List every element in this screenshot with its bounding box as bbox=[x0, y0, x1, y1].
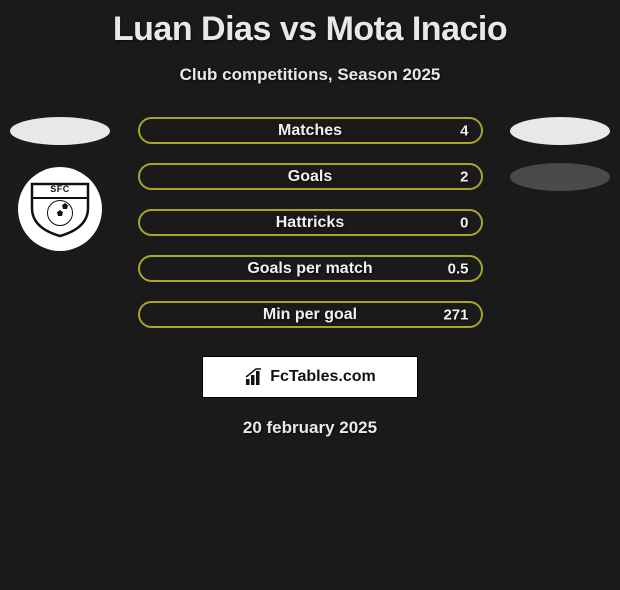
stat-label: Goals per match bbox=[247, 260, 372, 278]
bar-chart-icon bbox=[244, 367, 264, 387]
brand-text: FcTables.com bbox=[270, 368, 376, 386]
right-placeholder-oval-1 bbox=[510, 117, 610, 145]
stat-label: Hattricks bbox=[276, 214, 344, 232]
stat-label: Goals bbox=[288, 168, 332, 186]
page-title: Luan Dias vs Mota Inacio bbox=[0, 10, 620, 49]
badge-text: SFC bbox=[50, 184, 70, 194]
comparison-content: SFC Matches 4 Goals 2 Hattricks 0 Goals per ma… bbox=[0, 117, 620, 328]
stat-row: Hattricks 0 bbox=[138, 209, 483, 236]
date-text: 20 february 2025 bbox=[0, 418, 620, 438]
soccer-ball-icon bbox=[47, 200, 73, 226]
left-badge-column: SFC bbox=[10, 117, 110, 251]
stat-label: Min per goal bbox=[263, 306, 357, 324]
stat-row: Min per goal 271 bbox=[138, 301, 483, 328]
stat-value: 0.5 bbox=[448, 260, 469, 277]
stat-rows-container: Matches 4 Goals 2 Hattricks 0 Goals per match 0… bbox=[138, 117, 483, 328]
badge-graphic: SFC bbox=[28, 180, 92, 238]
stat-row: Matches 4 bbox=[138, 117, 483, 144]
stat-row: Goals per match 0.5 bbox=[138, 255, 483, 282]
right-placeholder-oval-2 bbox=[510, 163, 610, 191]
stat-value: 0 bbox=[460, 214, 468, 231]
stat-row: Goals 2 bbox=[138, 163, 483, 190]
stat-value: 4 bbox=[460, 122, 468, 139]
subtitle: Club competitions, Season 2025 bbox=[0, 65, 620, 85]
stat-value: 271 bbox=[443, 306, 468, 323]
right-badge-column bbox=[510, 117, 610, 191]
stat-value: 2 bbox=[460, 168, 468, 185]
left-placeholder-oval bbox=[10, 117, 110, 145]
stat-label: Matches bbox=[278, 122, 342, 140]
club-badge-sfc: SFC bbox=[18, 167, 102, 251]
brand-box[interactable]: FcTables.com bbox=[202, 356, 418, 398]
